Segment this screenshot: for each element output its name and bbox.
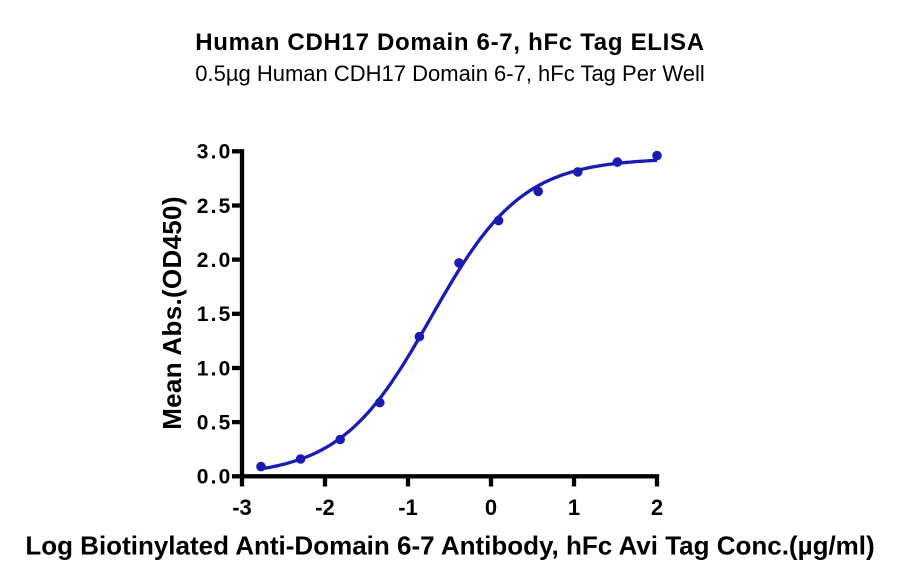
svg-text:-3: -3 [232, 495, 252, 520]
svg-text:1: 1 [568, 495, 580, 520]
svg-text:Human CDH17 Domain 6-7, hFc Ta: Human CDH17 Domain 6-7, hFc Tag ELISA [195, 29, 705, 56]
svg-text:Mean Abs.(OD450): Mean Abs.(OD450) [157, 196, 187, 430]
svg-text:2: 2 [651, 495, 663, 520]
svg-text:-2: -2 [315, 495, 335, 520]
svg-text:0.5: 0.5 [197, 411, 233, 434]
svg-text:3.0: 3.0 [197, 141, 233, 164]
svg-text:2.5: 2.5 [197, 195, 233, 218]
svg-text:0: 0 [485, 495, 497, 520]
svg-text:Log Biotinylated Anti-Domain 6: Log Biotinylated Anti-Domain 6-7 Antibod… [25, 530, 874, 560]
svg-text:1.5: 1.5 [197, 303, 233, 326]
svg-text:2.0: 2.0 [197, 249, 233, 272]
svg-text:-1: -1 [398, 495, 418, 520]
svg-text:1.0: 1.0 [197, 357, 233, 380]
svg-text:0.5µg Human CDH17 Domain 6-7,: 0.5µg Human CDH17 Domain 6-7, hFc Tag Pe… [195, 61, 705, 86]
svg-text:0.0: 0.0 [197, 466, 233, 489]
